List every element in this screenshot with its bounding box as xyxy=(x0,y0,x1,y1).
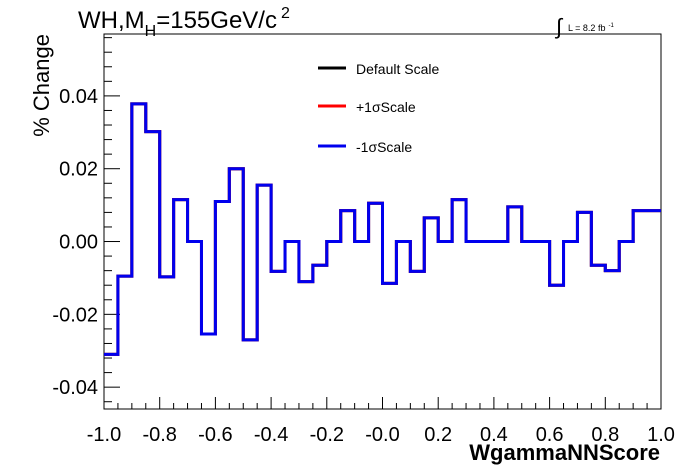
x-tick-label: -0.6 xyxy=(198,424,232,446)
x-tick-label: 0.4 xyxy=(480,424,508,446)
y-tick-label: 0.02 xyxy=(59,159,98,181)
x-tick-label: -0.2 xyxy=(310,424,344,446)
x-tick-label: 1.0 xyxy=(647,424,675,446)
y-tick-label: 0.04 xyxy=(59,86,98,108)
legend-label-plus: +1σScale xyxy=(356,99,416,115)
chart-title: WH,MH=155GeV/c 2 xyxy=(78,5,290,40)
x-axis-label: WgammaNNScore xyxy=(469,440,660,465)
x-tick-label: -0.4 xyxy=(254,424,288,446)
x-tick-label: -0.0 xyxy=(365,424,399,446)
series-layer xyxy=(104,102,661,356)
y-axis-label: % Change xyxy=(29,34,54,137)
y-tick-label: 0.00 xyxy=(59,232,98,254)
legend-label-minus: -1σScale xyxy=(356,139,412,155)
legend-label-default: Default Scale xyxy=(356,61,439,77)
x-tick-label: -1.0 xyxy=(87,424,121,446)
y-tick-label: -0.04 xyxy=(52,377,98,399)
x-tick-label: -0.8 xyxy=(142,424,176,446)
axis-ticks: -1.0 -0.8 -0.6 -0.4 -0.2 -0.0 0.2 0.4 0.6 0.8 1.0 -… xyxy=(52,37,675,446)
x-tick-label: 0.6 xyxy=(536,424,564,446)
series-line--1-scale xyxy=(104,102,661,356)
y-tick-label: -0.02 xyxy=(52,304,98,326)
lumi-integral-symbol: ∫ xyxy=(554,14,564,39)
legend: Default Scale +1σScale -1σScale xyxy=(318,61,439,155)
x-tick-label: 0.2 xyxy=(424,424,452,446)
x-tick-label: 0.8 xyxy=(591,424,619,446)
lumi-label: L = 8.2 fb -1 xyxy=(568,23,614,33)
